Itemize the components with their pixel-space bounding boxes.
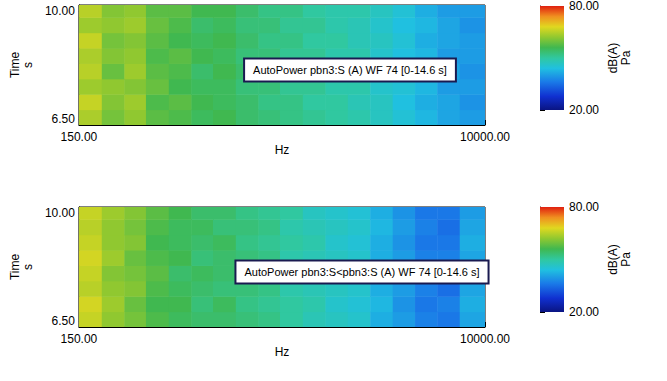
svg-text:AutoPower pbn3:S<pbn3:S (A) WF: AutoPower pbn3:S<pbn3:S (A) WF 74 [0-14.…: [244, 266, 479, 278]
svg-text:80.00: 80.00: [569, 0, 599, 13]
svg-text:150.00: 150.00: [61, 130, 98, 144]
svg-text:10000.00: 10000.00: [460, 332, 510, 346]
svg-text:AutoPower pbn3:S (A) WF 74 [0-: AutoPower pbn3:S (A) WF 74 [0-14.6 s]: [253, 64, 447, 76]
svg-text:Pa: Pa: [619, 50, 633, 65]
svg-text:150.00: 150.00: [61, 332, 98, 346]
svg-text:Time: Time: [8, 254, 22, 281]
svg-text:20.00: 20.00: [569, 103, 599, 117]
svg-text:10000.00: 10000.00: [460, 130, 510, 144]
svg-text:Hz: Hz: [275, 143, 290, 157]
svg-text:dB(A): dB(A): [606, 43, 620, 74]
svg-text:10.00: 10.00: [45, 4, 75, 18]
svg-text:s: s: [21, 264, 35, 270]
svg-text:20.00: 20.00: [569, 305, 599, 319]
svg-text:6.50: 6.50: [52, 112, 76, 126]
svg-text:6.50: 6.50: [52, 314, 76, 328]
svg-text:s: s: [21, 62, 35, 68]
svg-text:Pa: Pa: [619, 252, 633, 267]
svg-text:Hz: Hz: [275, 345, 290, 359]
svg-text:Time: Time: [8, 52, 22, 79]
svg-text:10.00: 10.00: [45, 206, 75, 220]
svg-text:80.00: 80.00: [569, 200, 599, 214]
svg-text:dB(A): dB(A): [606, 244, 620, 275]
